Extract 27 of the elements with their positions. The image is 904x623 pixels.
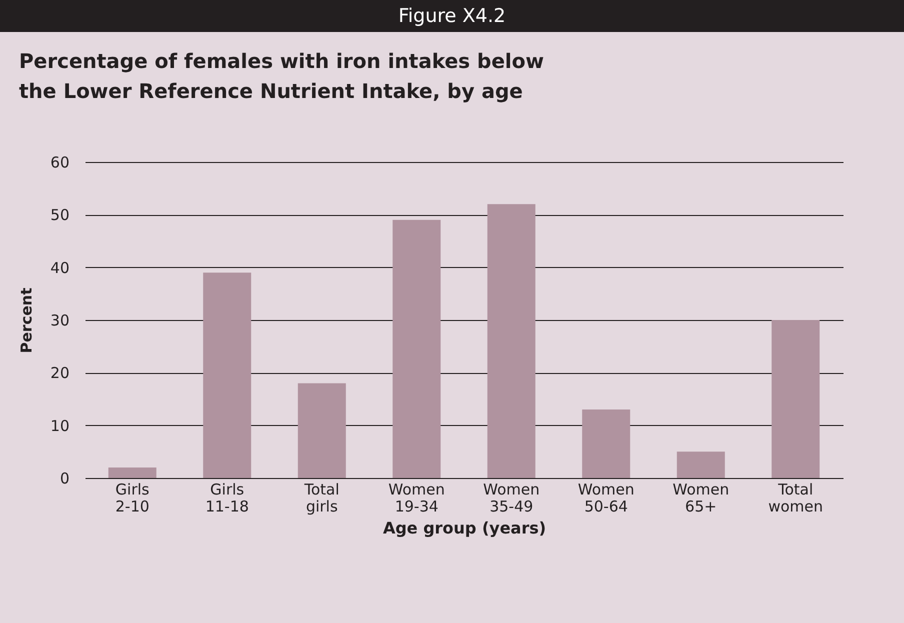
x-tick-label: Total women	[768, 480, 824, 516]
y-axis-title: Percent	[17, 288, 36, 354]
bar	[298, 383, 346, 478]
x-tick-label: Women 65+	[672, 480, 730, 516]
bar	[582, 410, 630, 478]
x-tick-label: Girls 11-18	[205, 480, 249, 516]
caption: Figure X4.2	[0, 0, 904, 32]
bar	[676, 452, 725, 478]
x-tick-label: Women 50-64	[578, 480, 634, 516]
x-tick-label: Women 19-34	[388, 480, 445, 516]
chart-title: Percentage of females with iron intakes below the Lower Reference Nutrient Intake, by age	[19, 48, 545, 105]
x-axis-title: Age group (years)	[382, 518, 546, 538]
y-tick-label: 30	[50, 312, 70, 330]
y-tick-label: 20	[50, 364, 70, 382]
x-tick-label: Women 35-49	[483, 480, 540, 516]
y-tick-label: 40	[50, 258, 70, 277]
y-tick-label: 50	[50, 206, 70, 224]
bar	[772, 320, 820, 478]
x-tick-label: Total girls	[303, 480, 340, 516]
bar	[487, 204, 536, 478]
bar	[108, 467, 156, 478]
y-tick-label: 0	[60, 470, 70, 488]
bar	[392, 220, 441, 478]
x-tick-label: Girls 2-10	[115, 480, 150, 516]
y-tick-label: 10	[50, 416, 70, 435]
y-tick-label: 60	[50, 154, 70, 172]
bar	[203, 272, 252, 478]
